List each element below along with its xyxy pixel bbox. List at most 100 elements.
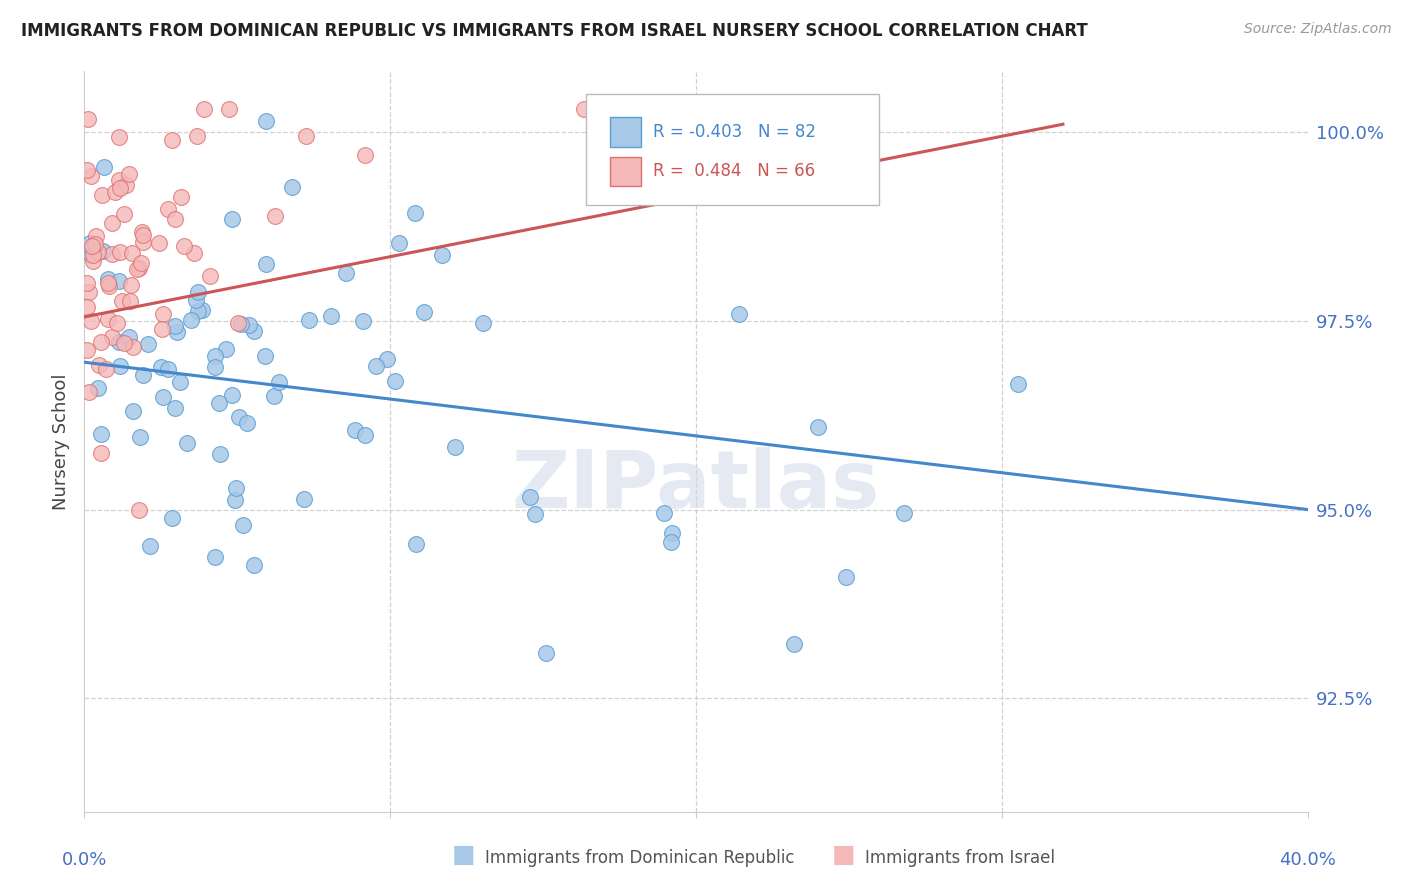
Point (352, 314, 374, 328)
Point (76, 343, 98, 357)
Point (295, 129, 318, 144)
Point (132, 227, 155, 242)
Point (170, 190, 193, 204)
Point (84, 229, 107, 244)
Point (82, 253, 104, 268)
Point (76, 300, 98, 314)
Point (281, 180, 304, 194)
Point (254, 349, 277, 363)
Point (225, 481, 247, 495)
Point (97, 276, 120, 290)
Point (354, 427, 377, 442)
Point (364, 359, 387, 373)
Point (384, 375, 406, 389)
Point (162, 133, 184, 147)
Point (76, 163, 98, 178)
Point (807, 420, 830, 434)
Point (173, 239, 195, 253)
Point (112, 335, 135, 350)
Point (121, 246, 143, 260)
Point (335, 266, 357, 280)
Point (264, 209, 287, 223)
Point (76, 276, 98, 290)
Point (405, 537, 427, 551)
Text: ZIPatlas: ZIPatlas (512, 447, 880, 525)
Point (107, 274, 129, 288)
Point (471, 317, 494, 331)
Point (112, 207, 135, 221)
Point (834, 570, 856, 584)
Point (132, 235, 155, 250)
Point (129, 256, 152, 270)
Point (187, 304, 209, 318)
Text: Source: ZipAtlas.com: Source: ZipAtlas.com (1244, 22, 1392, 37)
Point (152, 307, 174, 321)
Point (110, 359, 132, 374)
Point (652, 506, 675, 520)
Point (243, 324, 266, 338)
Point (267, 376, 290, 390)
Point (138, 337, 160, 351)
Point (176, 436, 198, 450)
Point (87, 244, 110, 259)
Point (86, 381, 108, 395)
Point (236, 417, 259, 431)
Point (1007, 376, 1029, 391)
Point (107, 173, 129, 187)
Point (224, 492, 246, 507)
Point (90, 426, 112, 441)
Point (91, 187, 114, 202)
Point (111, 293, 134, 308)
FancyBboxPatch shape (586, 94, 880, 204)
Point (77, 112, 100, 126)
Point (101, 216, 124, 230)
Point (263, 389, 285, 403)
Point (108, 245, 131, 260)
Point (388, 236, 411, 251)
Point (96, 362, 118, 376)
Point (661, 525, 683, 540)
FancyBboxPatch shape (610, 156, 641, 186)
Point (413, 305, 436, 319)
Point (292, 492, 315, 507)
Point (77, 384, 100, 399)
Point (149, 360, 172, 375)
Text: IMMIGRANTS FROM DOMINICAN REPUBLIC VS IMMIGRANTS FROM ISRAEL NURSERY SCHOOL CORR: IMMIGRANTS FROM DOMINICAN REPUBLIC VS IM… (21, 22, 1088, 40)
Point (108, 181, 131, 195)
Point (209, 446, 232, 460)
Point (534, 646, 557, 660)
Point (198, 269, 221, 284)
Point (169, 375, 191, 389)
Point (118, 293, 141, 308)
Text: R = -0.403   N = 82: R = -0.403 N = 82 (654, 123, 815, 141)
Text: Immigrants from Israel: Immigrants from Israel (865, 849, 1054, 867)
Point (104, 185, 127, 199)
Point (319, 309, 342, 323)
Point (101, 246, 124, 260)
Point (79, 235, 101, 250)
Text: ■: ■ (453, 843, 475, 867)
Point (82, 239, 104, 253)
Point (354, 147, 377, 161)
Point (84, 236, 107, 251)
Point (432, 248, 454, 262)
Point (190, 302, 212, 317)
Point (783, 637, 806, 651)
Point (165, 212, 187, 227)
Point (115, 178, 138, 192)
FancyBboxPatch shape (610, 117, 641, 147)
Point (193, 102, 215, 116)
Point (100, 330, 122, 344)
Point (204, 550, 226, 565)
Point (129, 429, 152, 443)
Point (221, 387, 243, 401)
Text: R =  0.484   N = 66: R = 0.484 N = 66 (654, 162, 815, 180)
Point (79, 313, 101, 327)
Point (148, 235, 170, 250)
Point (443, 440, 465, 454)
Point (186, 285, 208, 299)
Point (218, 102, 240, 116)
Point (152, 390, 174, 404)
Point (184, 293, 207, 308)
Point (238, 318, 260, 333)
